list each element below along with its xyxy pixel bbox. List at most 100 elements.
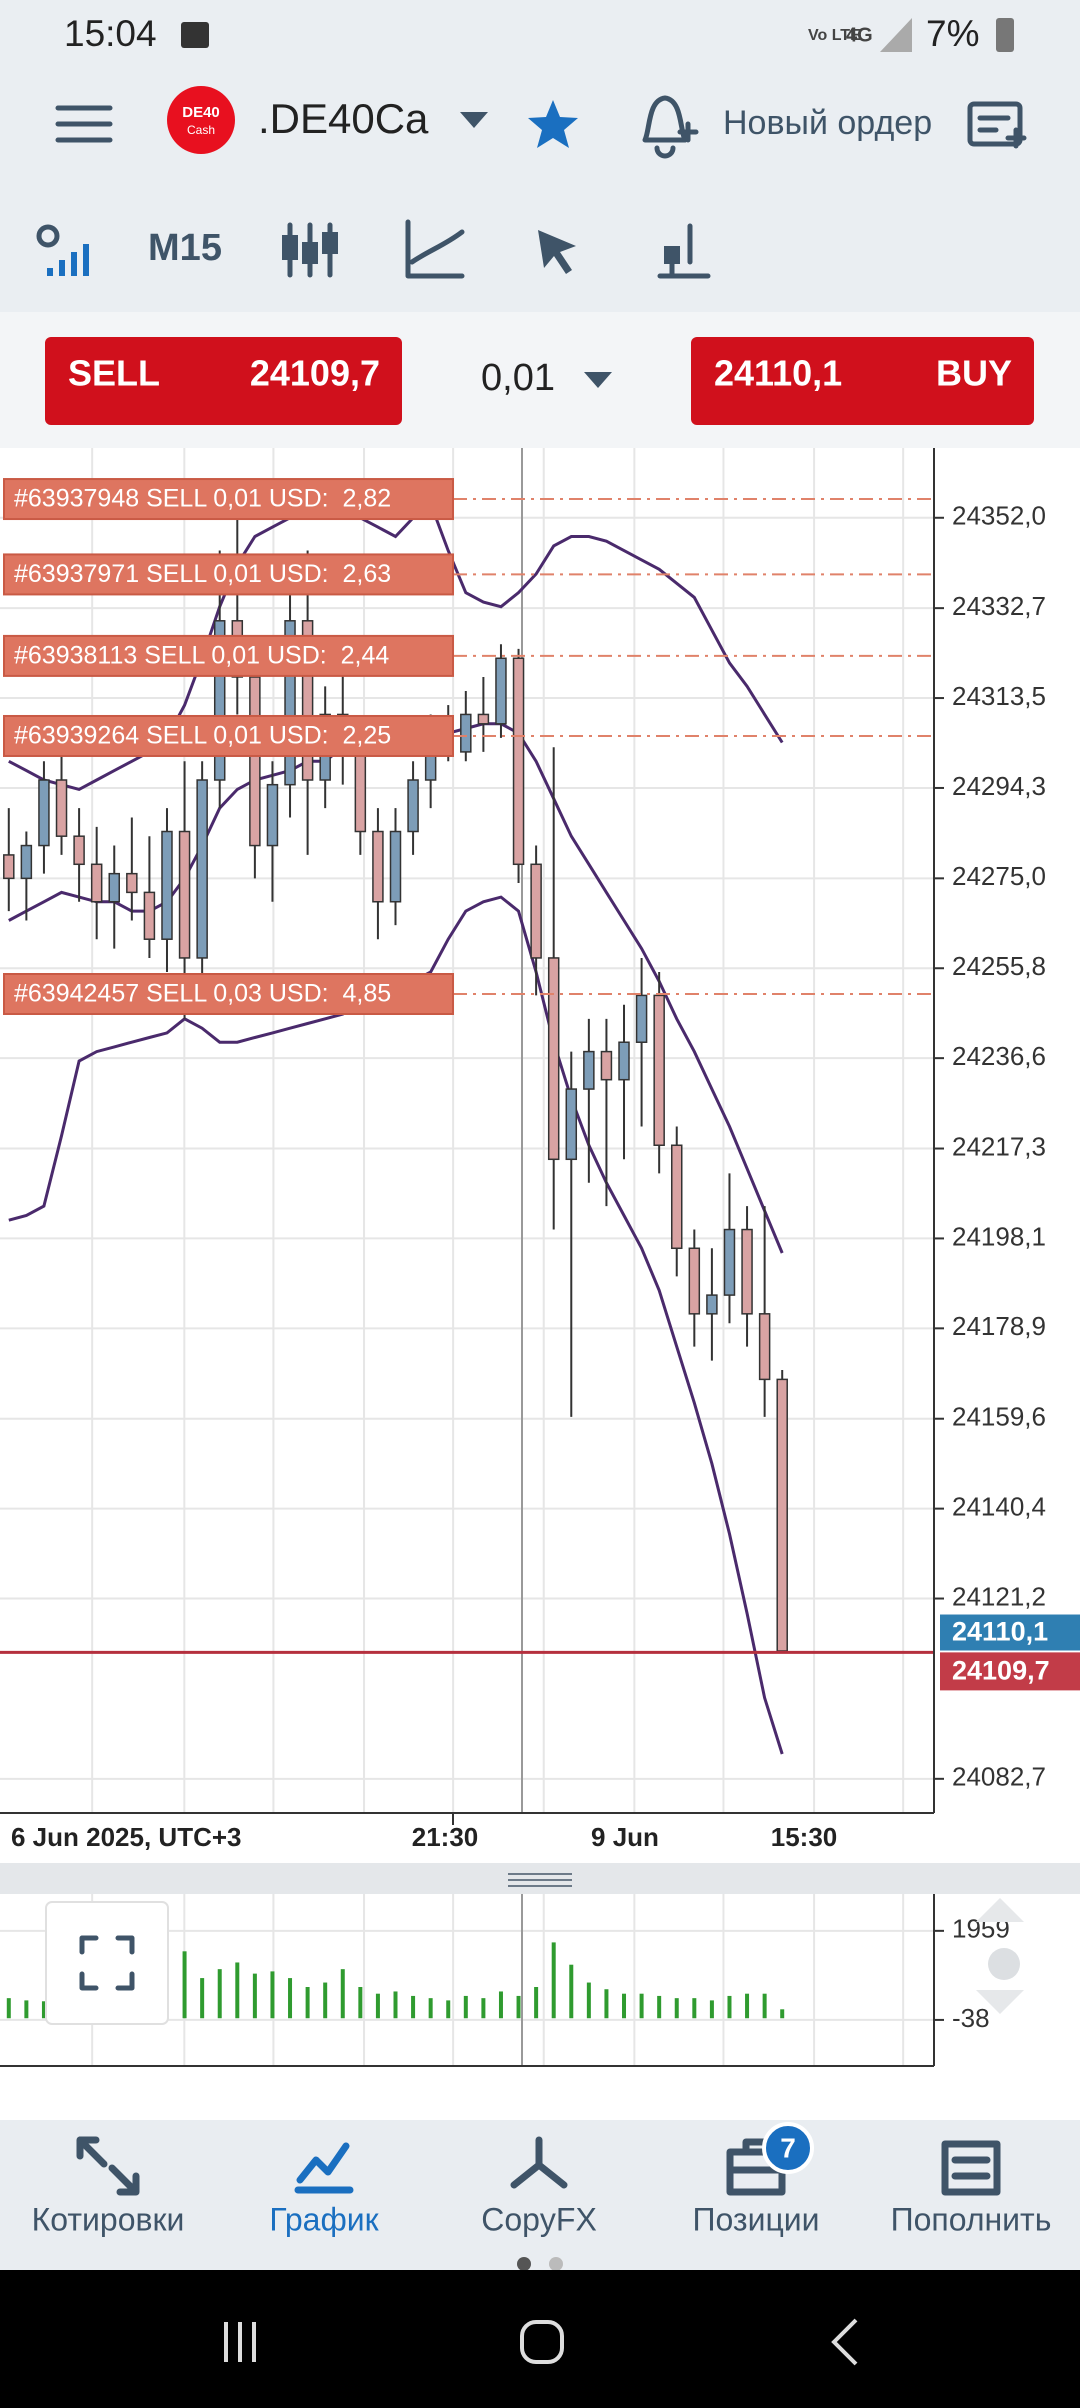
- x-tick-label: 15:30: [771, 1822, 838, 1852]
- volume-value: 0,01: [481, 357, 555, 399]
- sell-button[interactable]: SELL 24109,7: [45, 337, 402, 425]
- y-tick-label: 24082,7: [952, 1762, 1046, 1792]
- candle-body: [583, 1050, 595, 1090]
- candle-body: [530, 863, 542, 959]
- volume-bar: [745, 1993, 750, 2019]
- volume-bar: [463, 1995, 468, 2019]
- nav-item[interactable]: CopyFX: [481, 2136, 597, 2237]
- volume-bar: [534, 1987, 539, 2019]
- order-label: #63939264 SELL 0,01 USD: 2,25: [14, 722, 391, 750]
- candle-body: [512, 657, 525, 866]
- candle-body: [600, 1050, 613, 1081]
- order-label-bg: [3, 478, 454, 521]
- bid-tag: [940, 1652, 1080, 1691]
- volume-bar: [780, 2009, 785, 2019]
- recents-button[interactable]: [224, 2322, 256, 2362]
- y-tick-label: 24236,6: [952, 1041, 1046, 1071]
- buy-label: BUY: [936, 353, 1012, 394]
- volume-bar: [639, 1993, 644, 2019]
- order-label: #63938113 SELL 0,01 USD: 2,44: [14, 642, 389, 670]
- page-dot: [517, 2257, 531, 2271]
- price-chart[interactable]: 24352,0 24332,7 24313,5 24294,3 24275,0 24255…: [0, 448, 1080, 1863]
- clock: 15:04: [64, 13, 157, 54]
- volume-bar: [6, 1998, 11, 2019]
- candle-body: [758, 1313, 771, 1381]
- volume-bar: [41, 2001, 46, 2019]
- lte-icon: Vo LTE: [808, 27, 861, 44]
- volume-bar: [375, 1993, 380, 2019]
- volume-bar: [586, 1982, 591, 2019]
- candle-body: [477, 713, 490, 725]
- volume-bar: [727, 1995, 732, 2019]
- volume-bar: [622, 1993, 627, 2019]
- market-depth-button[interactable]: [36, 224, 89, 276]
- symbol-select[interactable]: DE40 Cash .DE40Ca: [167, 86, 488, 154]
- order-label-bg: [3, 973, 454, 1015]
- candle-body: [741, 1228, 753, 1315]
- candle-body: [55, 779, 68, 837]
- candle-body: [178, 830, 191, 959]
- nav-icon: [510, 2136, 568, 2189]
- plot-bg: [0, 448, 1080, 1863]
- indicators-button[interactable]: [405, 219, 465, 279]
- sell-label: SELL: [68, 353, 160, 394]
- candle-body: [354, 751, 367, 833]
- symbol-name: .DE40Ca: [258, 95, 429, 142]
- volume-chart: 1959-38: [0, 1894, 1010, 2067]
- nav-item[interactable]: Позиции: [692, 2138, 820, 2237]
- back-button[interactable]: [831, 2318, 858, 2366]
- y-tick-label: 24313,5: [952, 681, 1046, 711]
- bid-tag-label: 24109,7: [952, 1656, 1050, 1686]
- volume-select[interactable]: 0,01: [481, 357, 612, 399]
- scroll-knob[interactable]: [988, 1948, 1020, 1980]
- y-tick-label: 24352,0: [952, 501, 1046, 531]
- volume-bar: [217, 1969, 222, 2019]
- objects-button[interactable]: [657, 223, 711, 279]
- y-tick-label: 24255,8: [952, 951, 1046, 981]
- signal-icon: [880, 18, 912, 52]
- volume-bar: [569, 1964, 574, 2019]
- alert-button[interactable]: [642, 95, 699, 159]
- volume-bar: [692, 1998, 697, 2019]
- order-label-bg: [3, 634, 454, 677]
- nav-item[interactable]: Котировки: [32, 2136, 185, 2237]
- nav-item[interactable]: Пополнить: [891, 2140, 1052, 2237]
- buy-price: 24110,1: [714, 353, 842, 394]
- volume-bar: [604, 1989, 609, 2019]
- nav-item[interactable]: График: [269, 2142, 380, 2237]
- new-order[interactable]: Новый ордер: [723, 104, 932, 142]
- x-tick-label: 6 Jun 2025, UTC+3: [11, 1822, 242, 1852]
- candle-body: [565, 1088, 578, 1161]
- sell-price: 24109,7: [250, 353, 380, 394]
- chart-type-button[interactable]: [282, 222, 338, 278]
- candle-body: [73, 835, 85, 866]
- pane-divider[interactable]: [0, 1863, 1080, 1894]
- favorite-star[interactable]: [528, 100, 578, 148]
- page-dot: [549, 2257, 563, 2271]
- nav-icon: [294, 2142, 354, 2194]
- nav-label: Пополнить: [891, 2201, 1052, 2237]
- ask-tag: [940, 1614, 1080, 1651]
- y-tick-label: 24294,3: [952, 771, 1046, 801]
- nav-items: Котировки График CopyFX Позиции Пополнить 7: [32, 2122, 1052, 2237]
- order-icon[interactable]: [967, 101, 1027, 149]
- home-button[interactable]: [520, 2320, 564, 2364]
- order-label: #63937948 SELL 0,01 USD: 2,82: [14, 485, 391, 513]
- nav-label: График: [269, 2201, 379, 2237]
- x-tick-label: 21:30: [412, 1822, 479, 1852]
- volume-bar: [270, 1971, 275, 2019]
- timeframe[interactable]: M15: [148, 227, 222, 269]
- nav-label: Позиции: [692, 2201, 819, 2237]
- x-tick-label: 9 Jun: [591, 1822, 659, 1852]
- cursor-tool[interactable]: [538, 230, 576, 274]
- badge: [762, 2122, 814, 2174]
- menu-button[interactable]: [55, 105, 113, 143]
- candle-body: [284, 620, 296, 786]
- y-tick-label: 24332,7: [952, 591, 1046, 621]
- scroll-arrows[interactable]: [976, 1898, 1024, 2014]
- fullscreen-button[interactable]: [45, 1901, 169, 2025]
- candle-body: [688, 1247, 701, 1315]
- buy-button[interactable]: 24110,1 BUY: [691, 337, 1034, 425]
- candle-body: [301, 620, 314, 781]
- symbol-logo: [167, 86, 235, 154]
